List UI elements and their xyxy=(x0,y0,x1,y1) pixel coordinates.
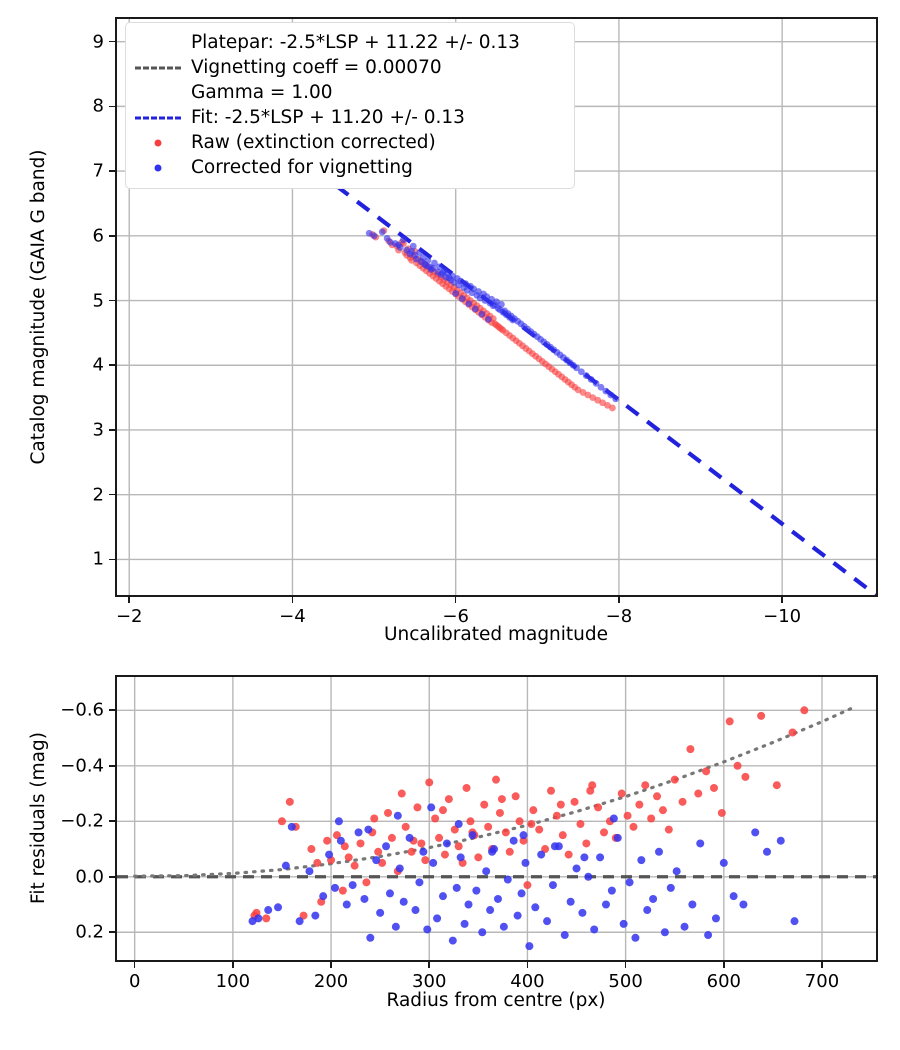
red-dot-marker-icon xyxy=(135,133,181,153)
x-tick-label: −4 xyxy=(279,606,306,627)
x-tickmark xyxy=(618,597,620,603)
x-tick-label: 100 xyxy=(215,971,251,992)
x-tickmark xyxy=(821,962,823,968)
series-corrected-for-vignetting xyxy=(248,803,799,951)
y-tickmark xyxy=(109,820,115,823)
y-tickmark xyxy=(109,170,115,172)
legend-label-corrected: Corrected for vignetting xyxy=(191,157,413,178)
x-tickmark xyxy=(330,962,332,968)
legend-entry-fit: Fit: -2.5*LSP + 11.20 +/- 0.13 xyxy=(135,105,565,130)
y-tick-label: −0.6 xyxy=(60,699,104,721)
legend-label-platepar: Platepar: -2.5*LSP + 11.22 +/- 0.13 xyxy=(191,32,520,53)
x-tickmark xyxy=(291,597,294,603)
x-tickmark xyxy=(723,962,725,968)
y-tick-label: 9 xyxy=(92,31,104,53)
x-tickmark xyxy=(624,962,627,968)
y-tickmark xyxy=(109,105,115,108)
x-tick-label: 300 xyxy=(412,971,447,992)
x-tickmark xyxy=(232,962,234,968)
legend: Platepar: -2.5*LSP + 11.22 +/- 0.13 Vign… xyxy=(125,22,575,189)
legend-label-vignetting-coeff: Vignetting coeff = 0.00070 xyxy=(191,57,442,78)
dashed-blue-line-icon xyxy=(135,108,181,128)
y-tickmark xyxy=(109,558,115,561)
y-tickmark xyxy=(109,931,115,934)
legend-entry-raw: Raw (extinction corrected) xyxy=(135,130,565,155)
y-tick-label: 1 xyxy=(92,548,104,570)
series-corrected-for-vignetting xyxy=(365,228,620,403)
y-tickmark xyxy=(109,235,115,237)
magnitude-calibration-plot-area xyxy=(117,19,876,595)
y-tickmark xyxy=(109,364,115,367)
residuals-xaxis-label: Radius from centre (px) xyxy=(386,990,606,1011)
y-tickmark xyxy=(109,40,115,43)
y-tickmark xyxy=(109,875,115,878)
x-tick-label: 0 xyxy=(128,971,141,992)
fit-residuals-panel xyxy=(115,675,878,962)
y-tickmark xyxy=(109,764,115,767)
y-tick-label: 4 xyxy=(92,354,104,376)
legend-label-gamma: Gamma = 1.00 xyxy=(191,82,333,103)
x-tick-label: −2 xyxy=(115,606,143,627)
y-tickmark xyxy=(109,299,115,302)
legend-entry-gamma: Gamma = 1.00 xyxy=(135,80,565,105)
y-tick-label: 8 xyxy=(92,95,104,117)
magnitude-xaxis-label: Uncalibrated magnitude xyxy=(383,624,609,645)
x-tickmark xyxy=(428,962,431,968)
x-tick-label: 400 xyxy=(510,971,545,992)
x-tick-label: −6 xyxy=(442,606,469,627)
y-tickmark xyxy=(109,709,115,712)
x-tickmark xyxy=(133,962,136,968)
x-tick-label: −10 xyxy=(763,606,802,627)
legend-label-raw: Raw (extinction corrected) xyxy=(191,132,436,153)
fit-residuals-plot-area xyxy=(117,677,876,960)
dashed-gray-line-icon xyxy=(135,58,181,78)
y-tick-label: −0.4 xyxy=(60,755,104,777)
y-tickmark xyxy=(109,429,115,431)
y-tickmark xyxy=(109,493,115,496)
x-tickmark xyxy=(454,597,457,603)
x-tick-label: 700 xyxy=(804,971,840,992)
y-tick-label: 5 xyxy=(92,290,104,312)
x-tick-label: −8 xyxy=(605,606,633,627)
series-raw-extinction-corrected xyxy=(369,227,616,412)
x-tick-label: 600 xyxy=(706,971,741,992)
x-tickmark xyxy=(128,597,131,603)
y-tick-label: 0.2 xyxy=(75,921,104,943)
magnitude-yaxis-label: Catalog magnitude (GAIA G band) xyxy=(28,149,49,465)
legend-label-fit: Fit: -2.5*LSP + 11.20 +/- 0.13 xyxy=(191,107,465,128)
legend-entry-platepar: Platepar: -2.5*LSP + 11.22 +/- 0.13 xyxy=(135,30,565,55)
y-tick-label: −0.2 xyxy=(60,810,104,832)
y-tick-label: 2 xyxy=(92,484,104,506)
x-tick-label: 200 xyxy=(313,971,349,992)
legend-entry-vignetting-coeff: Vignetting coeff = 0.00070 xyxy=(135,55,565,80)
legend-entry-corrected: Corrected for vignetting xyxy=(135,155,565,180)
x-tickmark xyxy=(781,597,783,603)
y-tick-label: 6 xyxy=(92,225,104,247)
x-tick-label: 500 xyxy=(608,971,643,992)
x-tickmark xyxy=(526,962,529,968)
residuals-yaxis-label: Fit residuals (mag) xyxy=(28,732,49,904)
y-tick-label: 3 xyxy=(92,419,104,441)
blue-dot-marker-icon xyxy=(135,158,181,178)
y-tick-label: 7 xyxy=(92,160,104,182)
y-tick-label: 0.0 xyxy=(75,866,104,888)
